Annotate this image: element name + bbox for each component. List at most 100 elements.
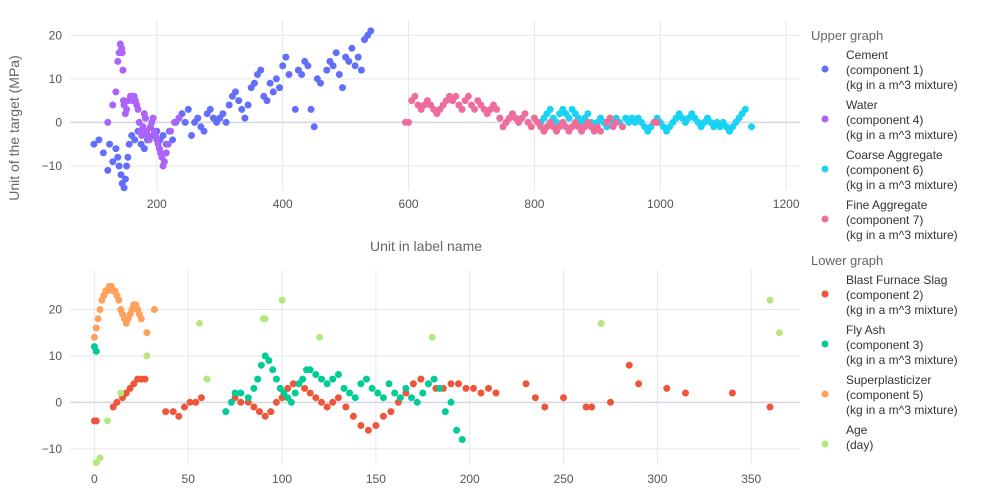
upper-series-1-point xyxy=(257,66,265,74)
upper-series-1-point xyxy=(351,62,359,70)
lower-y-tick-label: −10 xyxy=(42,442,63,456)
upper-series-2-point xyxy=(134,105,142,113)
lower-series-2-point xyxy=(254,375,262,383)
lower-series-2-point xyxy=(287,398,295,406)
upper-series-1-point xyxy=(367,27,375,35)
upper-y-tick-label: −10 xyxy=(42,159,63,173)
lower-series-3-point xyxy=(150,306,158,313)
legend-item[interactable]: Fine Aggregate(component 7)(kg in a m^3 … xyxy=(821,198,958,242)
upper-series-1-point xyxy=(348,44,356,52)
upper-series-2-point xyxy=(164,140,172,148)
upper-x-tick-label: 600 xyxy=(399,197,419,211)
upper-series-1-point xyxy=(200,127,208,135)
upper-series-4-point xyxy=(496,114,504,122)
upper-series-1-point xyxy=(112,145,120,153)
upper-series-1-point xyxy=(115,162,123,170)
upper-series-1-point xyxy=(124,153,132,161)
upper-series-1-point xyxy=(323,66,331,74)
lower-series-2-point xyxy=(340,384,348,392)
upper-series-1-point xyxy=(345,57,353,65)
lower-series-3-point xyxy=(143,329,151,337)
lower-series-2-point xyxy=(436,384,444,392)
lower-series-2-point xyxy=(250,384,258,392)
legend-label: Fly Ash xyxy=(846,323,885,337)
lower-series-2-point xyxy=(244,394,252,402)
lower-series-2-point xyxy=(351,394,359,402)
upper-series-4-point xyxy=(521,110,529,118)
legend-label: (kg in a m^3 mixture) xyxy=(846,78,958,92)
lower-series-1-point xyxy=(175,412,183,420)
lower-series-1-point xyxy=(256,408,263,416)
lower-series-2-point xyxy=(413,398,421,406)
legend-marker xyxy=(821,115,829,123)
lower-series-1-point xyxy=(477,389,485,397)
upper-series-1-point xyxy=(329,62,337,70)
upper-series-2-point xyxy=(118,49,126,57)
upper-series-1-point xyxy=(238,105,246,113)
lower-series-2-point xyxy=(227,398,235,406)
upper-series-1-point xyxy=(269,88,277,96)
lower-series-1-point xyxy=(197,394,205,402)
lower-series-3-point xyxy=(115,296,123,304)
upper-series-4-point xyxy=(619,123,626,131)
lower-series-1-point xyxy=(387,408,395,416)
legend-group-title: Upper graph xyxy=(811,28,883,43)
lower-series-2-point xyxy=(385,380,393,388)
upper-gridlines xyxy=(70,20,800,190)
lower-series-4-point xyxy=(428,333,436,341)
lower-series-1-point xyxy=(342,403,350,411)
upper-series-1-point xyxy=(285,71,293,78)
legend-marker xyxy=(821,65,829,73)
lower-series-1-point xyxy=(447,380,455,388)
lower-series-1-point xyxy=(728,389,736,397)
legend-item[interactable]: Age(day) xyxy=(821,423,874,452)
upper-x-tick-label: 400 xyxy=(273,197,293,211)
legend-item[interactable]: Coarse Aggregate(component 6)(kg in a m^… xyxy=(821,148,958,192)
lower-series-4-point xyxy=(104,417,111,425)
lower-series-2-point xyxy=(346,389,354,397)
upper-series-1-point xyxy=(194,114,202,122)
upper-series-1-point xyxy=(307,105,315,113)
upper-series-4-point xyxy=(471,105,479,113)
lower-x-tick-label: 250 xyxy=(554,472,574,486)
lower-series-3-point xyxy=(90,333,98,341)
lower-series-2-point xyxy=(92,347,100,355)
lower-series-1-point xyxy=(582,403,590,411)
lower-series-1-point xyxy=(261,412,269,420)
lower-series-2-point xyxy=(391,389,399,397)
lower-series-4-point xyxy=(775,329,783,337)
legend-label: (kg in a m^3 mixture) xyxy=(846,128,958,142)
legend-label: (kg in a m^3 mixture) xyxy=(846,303,958,317)
lower-series-1-point xyxy=(312,394,320,402)
upper-series-1-point xyxy=(357,66,365,74)
legend-item[interactable]: Water(component 4)(kg in a m^3 mixture) xyxy=(821,98,958,142)
legend-item[interactable]: Fly Ash(component 3)(kg in a m^3 mixture… xyxy=(821,323,958,367)
upper-series-1-point xyxy=(181,118,189,126)
upper-series-2-point xyxy=(167,127,175,135)
lower-series-2-point xyxy=(299,375,307,383)
legend-item[interactable]: Blast Furnace Slag(component 2)(kg in a … xyxy=(821,273,958,317)
lower-series-2-point xyxy=(453,426,461,434)
upper-series-2-point xyxy=(123,105,131,113)
lower-series-1-point xyxy=(625,361,633,369)
upper-series-1-point xyxy=(241,114,249,122)
lower-series-2-point xyxy=(295,380,303,388)
upper-series-3-point xyxy=(741,105,749,113)
upper-y-tick-label: 20 xyxy=(49,28,63,42)
legend-item[interactable]: Cement(component 1)(kg in a m^3 mixture) xyxy=(821,48,958,92)
y-axis-title: Unit of the target (MPa) xyxy=(6,55,22,201)
upper-series-1-point xyxy=(169,136,177,144)
upper-series-2-point xyxy=(109,101,117,109)
legend-marker xyxy=(821,165,829,173)
lower-series-1-point xyxy=(122,389,130,397)
upper-series-1-point xyxy=(121,175,129,183)
lower-x-tick-label: 300 xyxy=(647,472,667,486)
legend-item[interactable]: Superplasticizer(component 5)(kg in a m^… xyxy=(821,373,958,417)
lower-series-1-point xyxy=(267,408,275,416)
upper-series-1-point xyxy=(219,110,227,118)
lower-y-tick-label: 0 xyxy=(55,395,62,409)
lower-series-3-point xyxy=(96,306,104,313)
upper-series-1-point xyxy=(106,140,114,148)
lower-series-2-point xyxy=(441,408,449,416)
